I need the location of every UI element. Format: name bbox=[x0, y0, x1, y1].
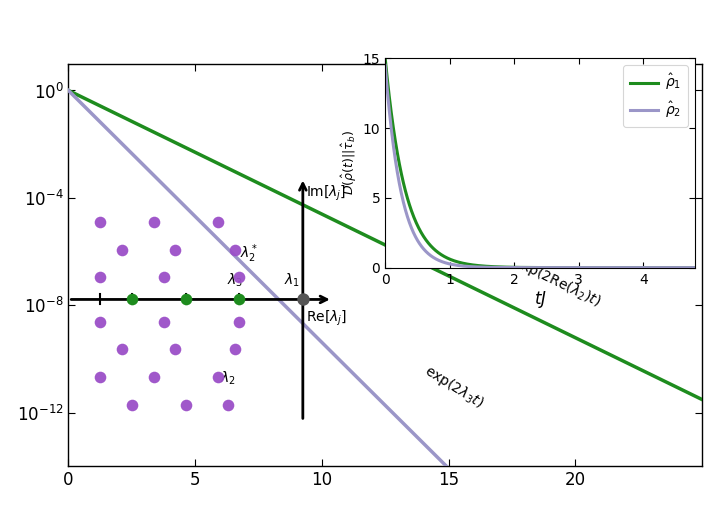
$\hat{\rho}_1$ bbox=[568, 264, 577, 271]
Point bbox=[180, 400, 192, 409]
X-axis label: $tJ$: $tJ$ bbox=[534, 289, 546, 310]
Point bbox=[116, 345, 127, 354]
$\hat{\rho}_1$ bbox=[703, 264, 712, 271]
$\hat{\rho}_2$ bbox=[568, 264, 577, 271]
$\hat{\rho}_2$ bbox=[586, 264, 595, 271]
Text: $\lambda_2^*$: $\lambda_2^*$ bbox=[240, 242, 258, 265]
Line: $\hat{\rho}_2$: $\hat{\rho}_2$ bbox=[385, 65, 708, 268]
$\hat{\rho}_2$ bbox=[703, 264, 712, 271]
$\hat{\rho}_2$ bbox=[400, 205, 409, 211]
Point bbox=[169, 245, 181, 254]
Point bbox=[127, 295, 138, 304]
Point bbox=[158, 273, 170, 281]
Point bbox=[297, 295, 309, 304]
$\hat{\rho}_1$ bbox=[586, 264, 595, 271]
$\hat{\rho}_1$ bbox=[577, 264, 585, 271]
Point bbox=[212, 218, 223, 226]
Point bbox=[94, 317, 106, 326]
Text: $\mathrm{Re}[\lambda_j]$: $\mathrm{Re}[\lambda_j]$ bbox=[306, 309, 347, 329]
Point bbox=[127, 400, 138, 409]
Point bbox=[229, 245, 240, 254]
Point bbox=[222, 400, 234, 409]
Point bbox=[233, 295, 245, 304]
Point bbox=[158, 317, 170, 326]
$\hat{\rho}_2$ bbox=[626, 264, 634, 271]
$\hat{\rho}_1$ bbox=[400, 186, 409, 192]
Point bbox=[148, 373, 159, 381]
Y-axis label: $D(\hat{\rho}(t)||\hat{\tau}_b)$: $D(\hat{\rho}(t)||\hat{\tau}_b)$ bbox=[340, 130, 359, 196]
Text: $\mathrm{Im}[\lambda_j]$: $\mathrm{Im}[\lambda_j]$ bbox=[306, 183, 346, 202]
Point bbox=[233, 273, 245, 281]
Text: $\exp(2\lambda_3 t)$: $\exp(2\lambda_3 t)$ bbox=[420, 361, 486, 412]
$\hat{\rho}_2$ bbox=[381, 62, 390, 68]
Text: $\lambda_2$: $\lambda_2$ bbox=[220, 369, 236, 387]
$\hat{\rho}_1$ bbox=[659, 264, 667, 271]
$\hat{\rho}_2$ bbox=[577, 264, 585, 271]
Point bbox=[94, 373, 106, 381]
Point bbox=[229, 345, 240, 354]
Point bbox=[148, 218, 159, 226]
Text: $\exp(2\mathrm{Re}(\lambda_2)t)$: $\exp(2\mathrm{Re}(\lambda_2)t)$ bbox=[510, 253, 603, 311]
Point bbox=[94, 218, 106, 226]
Point bbox=[94, 273, 106, 281]
$\hat{\rho}_2$ bbox=[659, 264, 667, 271]
Point bbox=[212, 373, 223, 381]
Point bbox=[233, 317, 245, 326]
Legend: $\hat{\rho}_1$, $\hat{\rho}_2$: $\hat{\rho}_1$, $\hat{\rho}_2$ bbox=[623, 65, 688, 127]
$\hat{\rho}_1$ bbox=[381, 55, 390, 61]
Point bbox=[116, 245, 127, 254]
Line: $\hat{\rho}_1$: $\hat{\rho}_1$ bbox=[385, 58, 708, 268]
$\hat{\rho}_1$ bbox=[626, 264, 634, 271]
Text: $\lambda_1$: $\lambda_1$ bbox=[284, 271, 300, 289]
Text: $\lambda_3$: $\lambda_3$ bbox=[227, 271, 243, 289]
Point bbox=[180, 295, 192, 304]
Point bbox=[169, 345, 181, 354]
